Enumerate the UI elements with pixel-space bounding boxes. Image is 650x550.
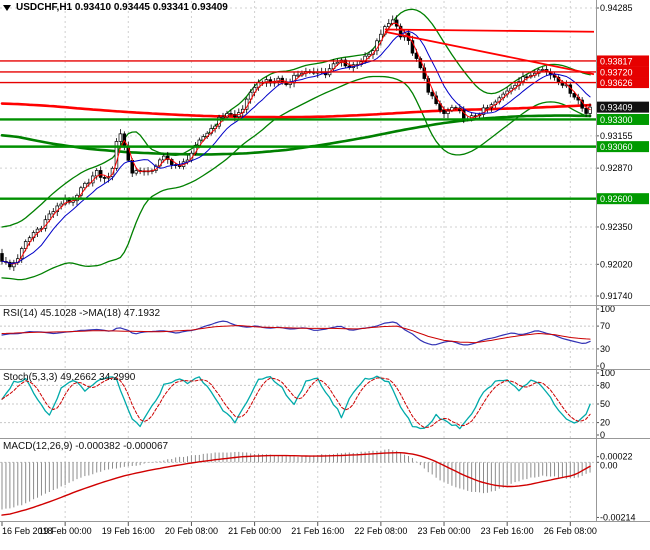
svg-text:26 Feb 08:00: 26 Feb 08:00 bbox=[544, 526, 597, 536]
svg-text:23 Feb 16:00: 23 Feb 16:00 bbox=[481, 526, 534, 536]
stoch-indicator-label: Stoch(5,3,3) 49.2662 34.2990 bbox=[3, 372, 136, 383]
svg-text:20: 20 bbox=[600, 418, 610, 428]
svg-text:0.91740: 0.91740 bbox=[600, 291, 633, 301]
indicator-panels bbox=[0, 320, 596, 516]
svg-text:0.93817: 0.93817 bbox=[600, 56, 633, 66]
svg-text:23 Feb 00:00: 23 Feb 00:00 bbox=[418, 526, 471, 536]
svg-text:-0.00214: -0.00214 bbox=[600, 512, 636, 522]
macd-indicator-label: MACD(12,26,9) -0.000382 -0.000067 bbox=[3, 441, 169, 452]
svg-text:21 Feb 00:00: 21 Feb 00:00 bbox=[228, 526, 281, 536]
price-badge-support bbox=[597, 141, 649, 153]
price-badge-current bbox=[597, 101, 649, 113]
axes: 0.94285 0.93155 0.92870 0.92350 0.92020 0.917… bbox=[0, 0, 650, 536]
macd-histogram bbox=[1, 449, 591, 510]
svg-text:0: 0 bbox=[600, 361, 605, 371]
svg-text:19 Feb 00:00: 19 Feb 00:00 bbox=[39, 526, 92, 536]
price-badge-resistance bbox=[597, 66, 649, 78]
svg-text:0.92600: 0.92600 bbox=[600, 194, 633, 204]
svg-text:0.92350: 0.92350 bbox=[600, 222, 633, 232]
svg-text:0.93626: 0.93626 bbox=[600, 78, 633, 88]
svg-text:100: 100 bbox=[600, 304, 615, 314]
price-badge-resistance bbox=[597, 55, 649, 67]
svg-text:0.93060: 0.93060 bbox=[600, 142, 633, 152]
candles bbox=[0, 15, 592, 272]
svg-text:30: 30 bbox=[600, 344, 610, 354]
svg-text:80: 80 bbox=[600, 380, 610, 390]
chart-header: USDCHF,H1 0.93410 0.93445 0.93341 0.9340… bbox=[2, 2, 228, 13]
svg-text:0.00: 0.00 bbox=[600, 461, 618, 471]
svg-text:21 Feb 16:00: 21 Feb 16:00 bbox=[291, 526, 344, 536]
svg-text:22 Feb 08:00: 22 Feb 08:00 bbox=[354, 526, 407, 536]
chart-title: USDCHF,H1 0.93410 0.93445 0.93341 0.9340… bbox=[16, 2, 228, 13]
price-badge-support bbox=[597, 113, 649, 125]
svg-text:0.00022: 0.00022 bbox=[600, 452, 633, 462]
svg-text:0.92020: 0.92020 bbox=[600, 259, 633, 269]
svg-text:0.93720: 0.93720 bbox=[600, 67, 633, 77]
price-panel bbox=[0, 8, 596, 281]
svg-text:0.93300: 0.93300 bbox=[600, 115, 633, 125]
svg-text:19 Feb 16:00: 19 Feb 16:00 bbox=[102, 526, 155, 536]
svg-text:70: 70 bbox=[600, 321, 610, 331]
svg-text:20 Feb 08:00: 20 Feb 08:00 bbox=[165, 526, 218, 536]
rsi-indicator-label: RSI(14) 45.1028 ->MA(18) 47.1932 bbox=[3, 308, 161, 319]
chart-menu-icon[interactable] bbox=[3, 5, 11, 11]
svg-text:50: 50 bbox=[600, 399, 610, 409]
svg-text:0.94285: 0.94285 bbox=[600, 3, 633, 13]
svg-text:0.92870: 0.92870 bbox=[600, 163, 633, 173]
svg-text:0.93155: 0.93155 bbox=[600, 131, 633, 141]
svg-text:0.93409: 0.93409 bbox=[600, 103, 633, 113]
svg-text:16 Feb 2018: 16 Feb 2018 bbox=[2, 526, 53, 536]
price-badge-resistance bbox=[597, 77, 649, 89]
svg-text:100: 100 bbox=[600, 368, 615, 378]
price-badge-support bbox=[597, 193, 649, 205]
svg-text:0: 0 bbox=[600, 430, 605, 440]
